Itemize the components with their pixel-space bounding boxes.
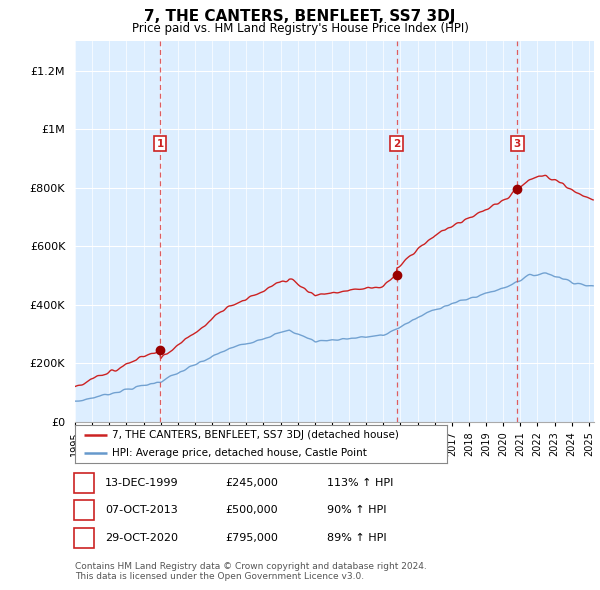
Text: 3: 3 (514, 139, 521, 149)
Text: Price paid vs. HM Land Registry's House Price Index (HPI): Price paid vs. HM Land Registry's House … (131, 22, 469, 35)
Text: 07-OCT-2013: 07-OCT-2013 (105, 506, 178, 515)
Text: £245,000: £245,000 (225, 478, 278, 487)
Text: 1: 1 (157, 139, 164, 149)
Text: HPI: Average price, detached house, Castle Point: HPI: Average price, detached house, Cast… (112, 448, 367, 458)
Text: 2: 2 (393, 139, 400, 149)
Text: 13-DEC-1999: 13-DEC-1999 (105, 478, 179, 487)
Text: 29-OCT-2020: 29-OCT-2020 (105, 533, 178, 543)
Text: 2: 2 (80, 506, 88, 515)
Text: 3: 3 (80, 533, 88, 543)
Text: £500,000: £500,000 (225, 506, 278, 515)
Text: 7, THE CANTERS, BENFLEET, SS7 3DJ (detached house): 7, THE CANTERS, BENFLEET, SS7 3DJ (detac… (112, 430, 399, 440)
Text: £795,000: £795,000 (225, 533, 278, 543)
Text: 1: 1 (80, 478, 88, 487)
Text: 113% ↑ HPI: 113% ↑ HPI (327, 478, 394, 487)
Text: 89% ↑ HPI: 89% ↑ HPI (327, 533, 386, 543)
Text: 7, THE CANTERS, BENFLEET, SS7 3DJ: 7, THE CANTERS, BENFLEET, SS7 3DJ (145, 9, 455, 24)
Text: Contains HM Land Registry data © Crown copyright and database right 2024.
This d: Contains HM Land Registry data © Crown c… (75, 562, 427, 581)
Text: 90% ↑ HPI: 90% ↑ HPI (327, 506, 386, 515)
